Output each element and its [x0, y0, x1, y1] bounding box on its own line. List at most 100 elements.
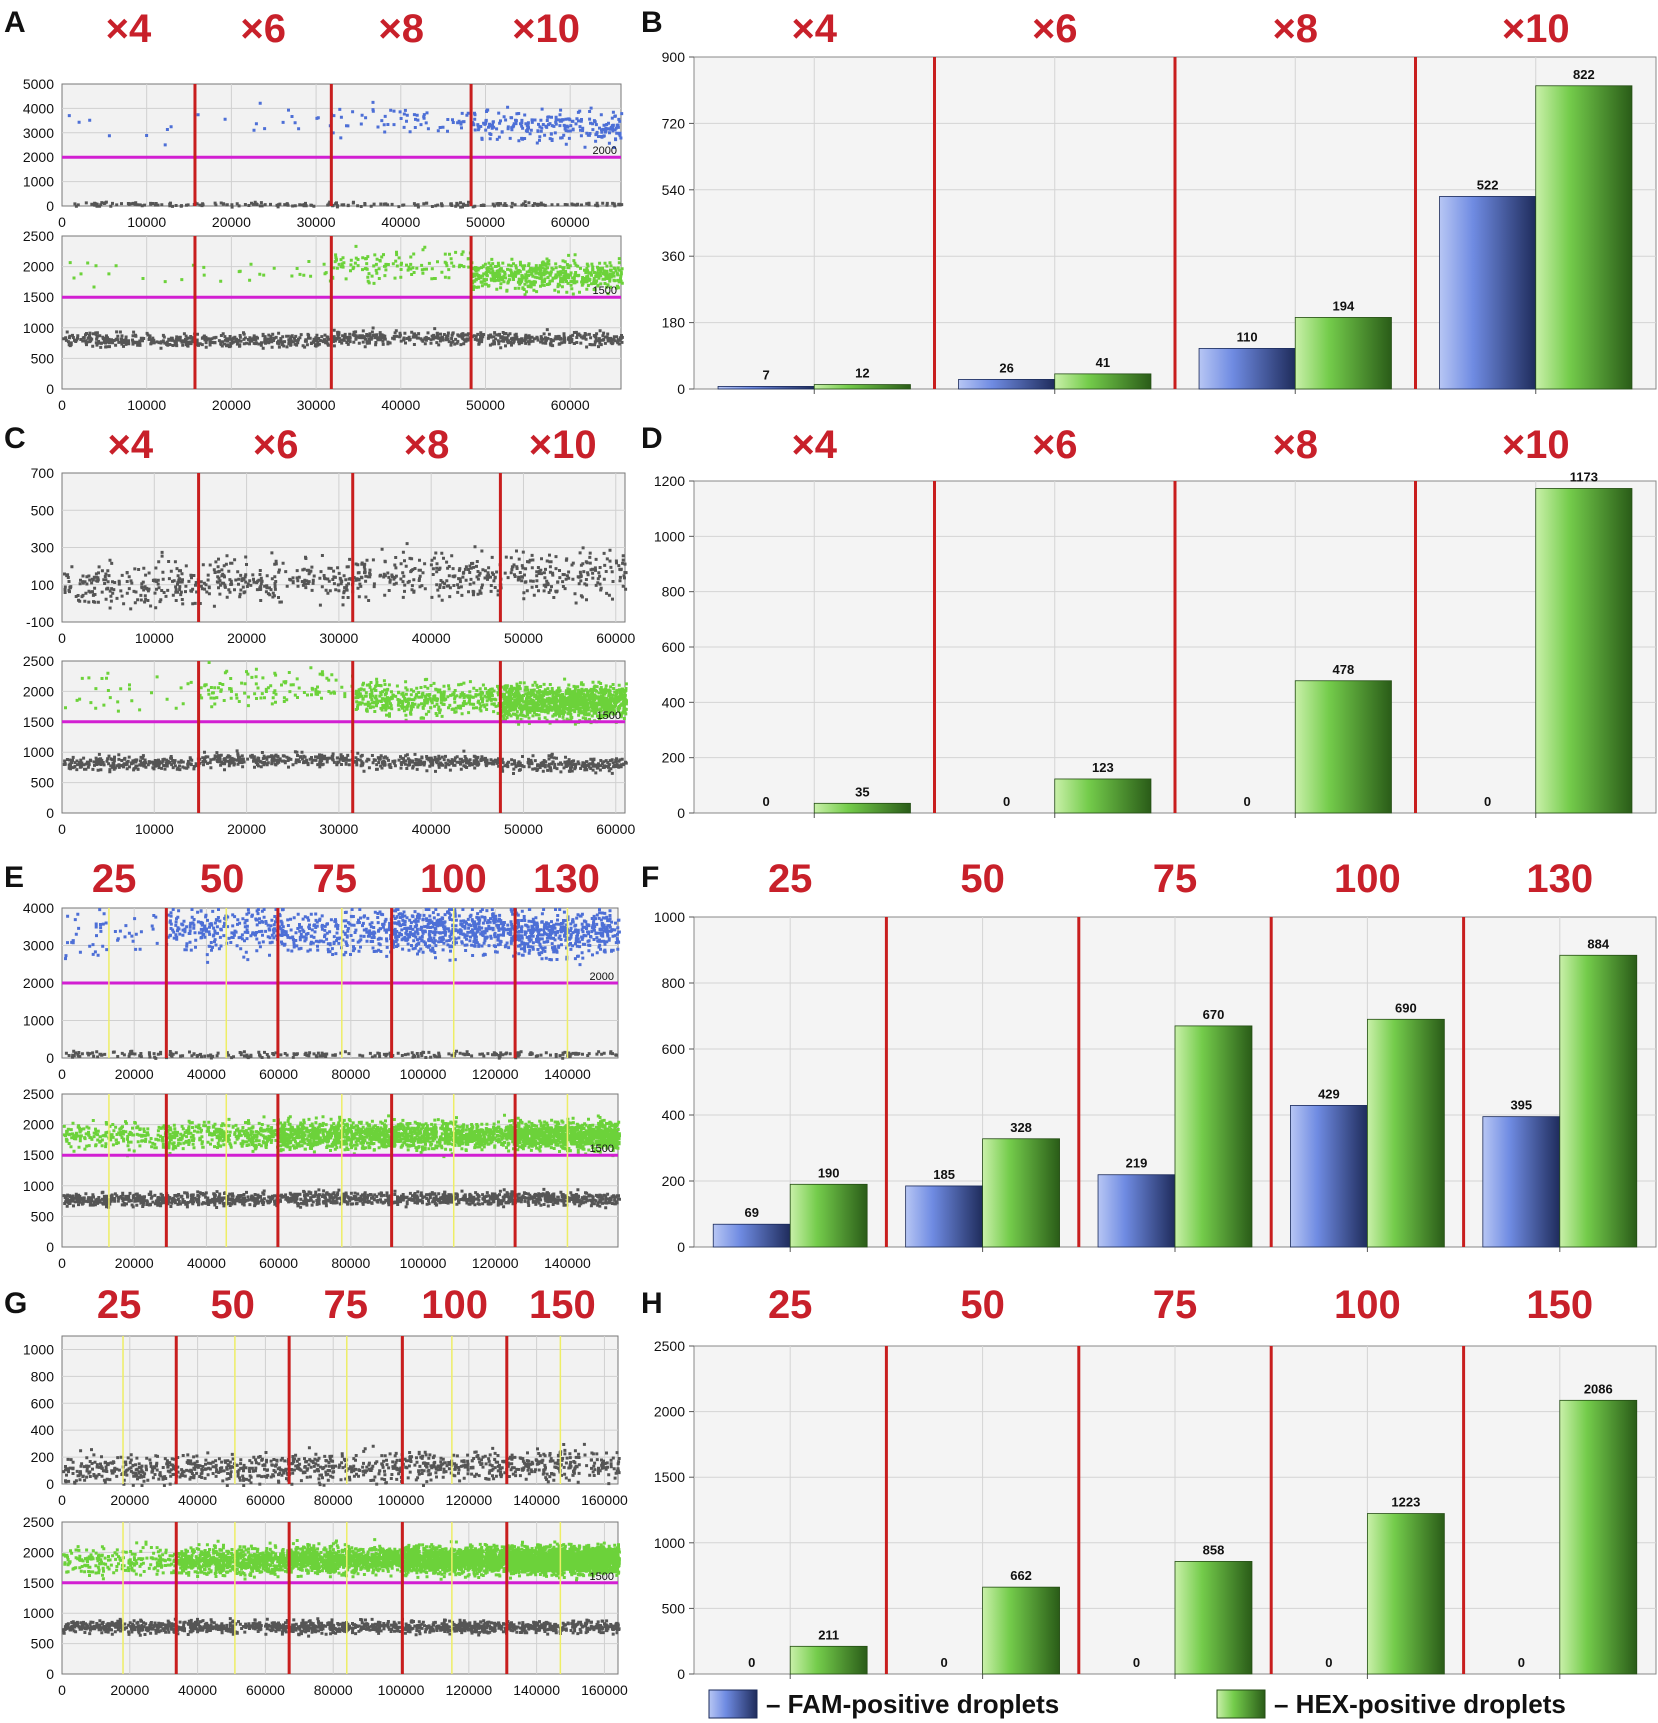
- x-tick-label: 100000: [378, 1492, 425, 1508]
- fam-bar-label: 0: [1484, 794, 1491, 809]
- negative-droplets: [63, 542, 628, 611]
- hex-bar: [982, 1138, 1060, 1248]
- fam-positive-droplets: [64, 908, 621, 967]
- y-tick-label: 500: [31, 502, 55, 518]
- x-tick-label: 10000: [127, 214, 166, 230]
- threshold-label: 2000: [593, 145, 617, 157]
- hex-bar: [1054, 778, 1152, 814]
- segment-header: ×10: [512, 7, 580, 51]
- y-tick-label: 800: [662, 975, 686, 991]
- negative-droplets: [62, 749, 628, 775]
- y-tick-label: 0: [46, 381, 54, 397]
- segment-header: ×10: [1502, 7, 1570, 51]
- x-tick-label: 60000: [551, 214, 590, 230]
- y-tick-label: 0: [677, 1239, 685, 1255]
- y-tick-label: 2000: [654, 1404, 685, 1420]
- y-tick-label: 1500: [23, 714, 54, 730]
- y-tick-label: 900: [662, 49, 686, 65]
- threshold-label: 1500: [590, 1143, 614, 1155]
- segment-header: 25: [92, 857, 137, 901]
- panel-letter-f: F: [641, 861, 659, 894]
- y-tick-label: 1500: [23, 1575, 54, 1591]
- hex-bar-label: 194: [1332, 298, 1354, 313]
- y-tick-label: 200: [662, 750, 686, 766]
- hex-bar: [1559, 954, 1638, 1248]
- segment-header: 75: [1153, 1283, 1198, 1327]
- y-tick-label: 600: [662, 639, 686, 655]
- y-tick-label: 2000: [23, 149, 54, 165]
- scatter-top-g: 0 200 400 600 800 1000 0 20000 40000 60000 80000 10…: [23, 1335, 628, 1508]
- x-tick-label: 20000: [115, 1066, 154, 1082]
- y-tick-label: 4000: [23, 100, 54, 116]
- x-tick-label: 10000: [127, 397, 166, 413]
- fam-positive-droplets: [67, 100, 624, 149]
- x-tick-label: 60000: [551, 397, 590, 413]
- fam-bar: [1482, 1116, 1561, 1248]
- segment-header: 150: [529, 1283, 596, 1327]
- negative-droplets: [73, 200, 624, 209]
- y-tick-label: 0: [46, 1476, 54, 1492]
- x-tick-label: 50000: [466, 397, 505, 413]
- hex-bar-label: 822: [1573, 67, 1595, 82]
- fam-bar-label: 219: [1126, 1156, 1148, 1171]
- fam-bar-label: 185: [933, 1167, 955, 1182]
- x-tick-label: 60000: [596, 630, 635, 646]
- fam-bar: [1439, 196, 1537, 390]
- y-tick-label: 1000: [654, 909, 685, 925]
- x-tick-label: 40000: [187, 1255, 226, 1271]
- y-tick-label: 300: [31, 540, 55, 556]
- hex-bar: [813, 384, 911, 390]
- segment-header: 130: [533, 857, 600, 901]
- x-tick-label: 10000: [135, 630, 174, 646]
- x-tick-label: 20000: [212, 397, 251, 413]
- segment-header: 50: [200, 857, 245, 901]
- threshold-label: 2000: [590, 971, 614, 983]
- scatter-bottom-e: 0 500 1000 1500 2000 2500 1500 0 20000 40000 60000…: [23, 1086, 622, 1271]
- hex-bar-label: 690: [1395, 1000, 1417, 1015]
- segment-header: 75: [1153, 857, 1198, 901]
- x-tick-label: 0: [58, 214, 66, 230]
- y-tick-label: 500: [31, 775, 55, 791]
- fam-bar-label: 0: [748, 1655, 755, 1670]
- y-tick-label: 1000: [23, 1013, 54, 1029]
- x-tick-label: 50000: [466, 214, 505, 230]
- scatter-bottom-g: 0 500 1000 1500 2000 2500 1500 0 20000 40000 60000…: [23, 1514, 628, 1698]
- y-tick-label: 2000: [23, 1544, 54, 1560]
- x-tick-label: 120000: [445, 1682, 492, 1698]
- fam-bar-label: 0: [1325, 1655, 1332, 1670]
- hex-bar: [1174, 1025, 1253, 1248]
- hex-bar: [1294, 317, 1392, 390]
- panel-letter-g: G: [4, 1287, 27, 1320]
- hex-bar-label: 1173: [1570, 469, 1598, 484]
- segment-header: 75: [313, 857, 358, 901]
- hex-bar-label: 662: [1010, 1568, 1032, 1583]
- y-tick-label: 500: [31, 1636, 55, 1652]
- hex-bar-label: 190: [818, 1165, 840, 1180]
- segment-header: ×8: [1272, 423, 1318, 467]
- x-tick-label: 60000: [259, 1066, 298, 1082]
- x-tick-label: 120000: [472, 1066, 519, 1082]
- x-tick-label: 40000: [381, 214, 420, 230]
- x-tick-label: 80000: [331, 1066, 370, 1082]
- segment-header: 50: [960, 1283, 1005, 1327]
- plot-area: [61, 660, 626, 814]
- y-tick-label: 600: [31, 1395, 55, 1411]
- hex-legend-label: – HEX-positive droplets: [1274, 1689, 1566, 1719]
- segment-header: 100: [1334, 857, 1401, 901]
- segment-header: 100: [421, 1283, 488, 1327]
- hex-bar: [1054, 373, 1152, 390]
- fam-bar-label: 522: [1477, 177, 1499, 192]
- y-tick-label: 1000: [23, 1341, 54, 1357]
- x-tick-label: 100000: [400, 1255, 447, 1271]
- hex-bar: [789, 1183, 868, 1248]
- x-tick-label: 60000: [246, 1682, 285, 1698]
- threshold-label: 1500: [593, 285, 617, 297]
- hex-bar-label: 884: [1587, 936, 1609, 951]
- segment-header: ×4: [791, 7, 837, 51]
- threshold-label: 1500: [597, 710, 621, 722]
- panel-letter-d: D: [641, 422, 663, 455]
- x-tick-label: 20000: [110, 1682, 149, 1698]
- y-tick-label: 100: [31, 577, 55, 593]
- segment-header: ×10: [1502, 423, 1570, 467]
- x-tick-label: 50000: [504, 821, 543, 837]
